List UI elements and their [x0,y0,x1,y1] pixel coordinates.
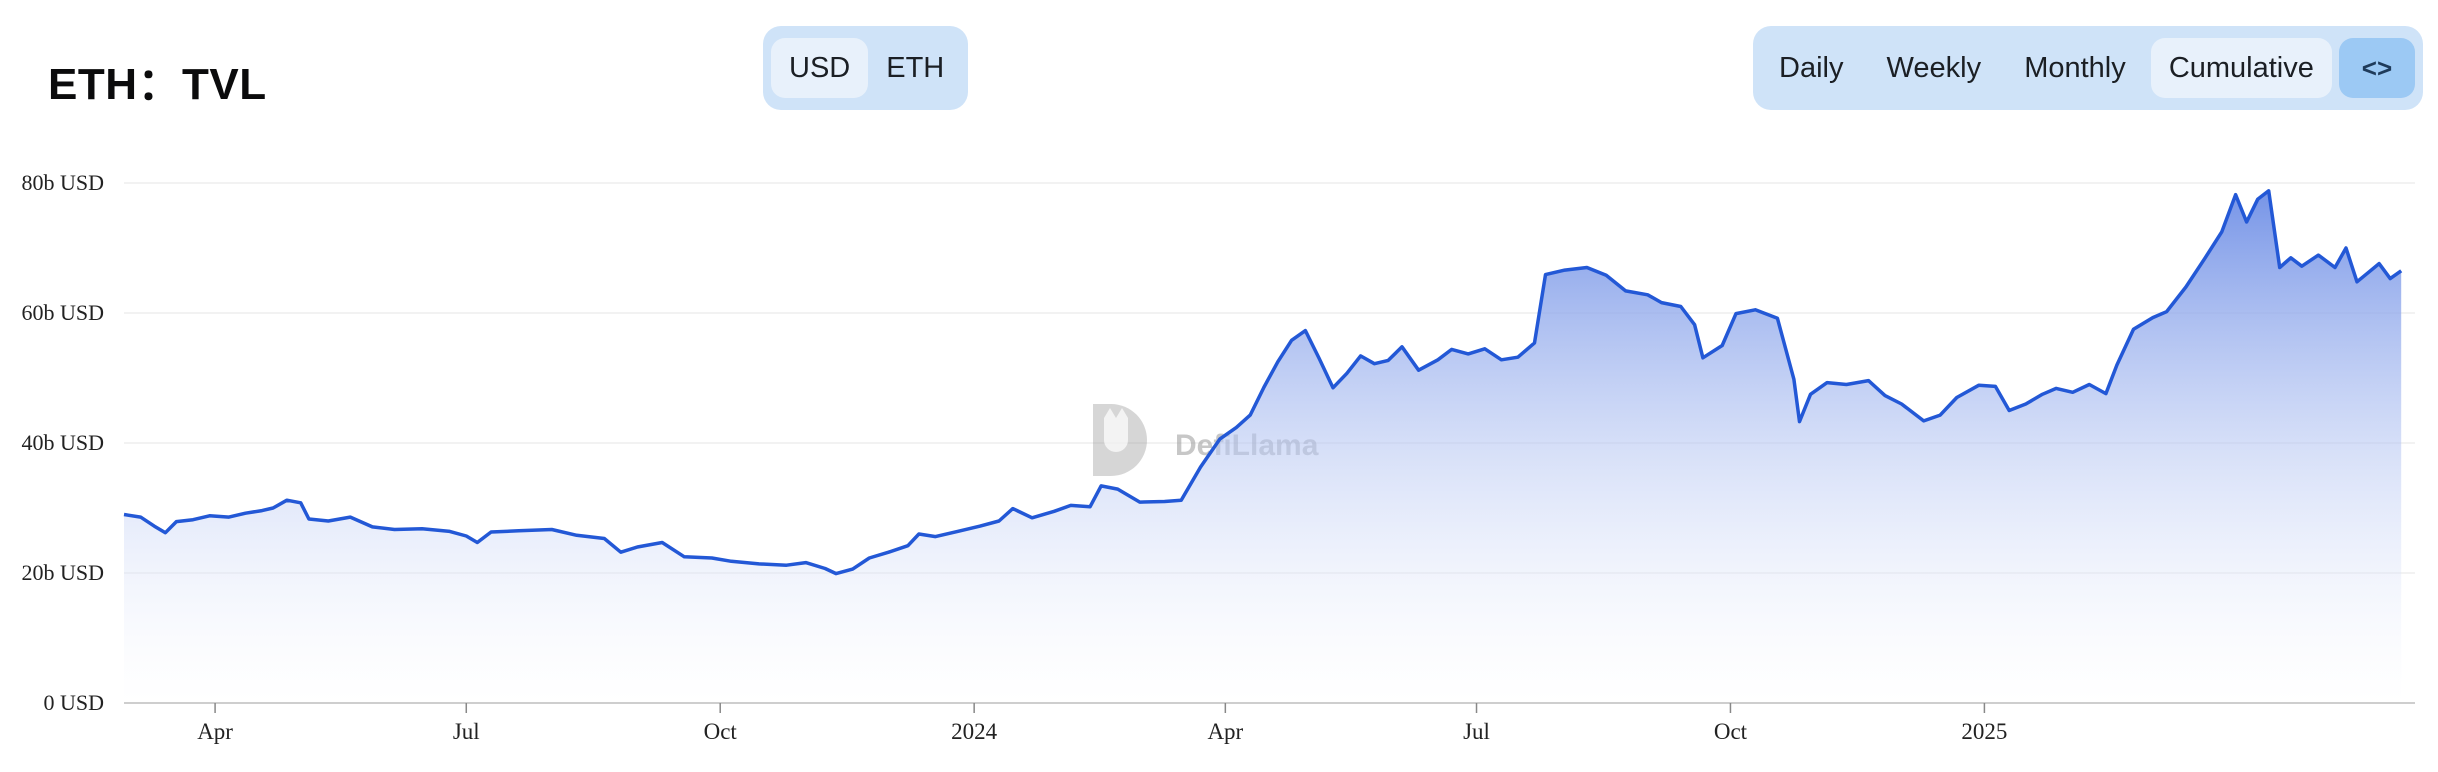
x-tick-label: Apr [197,719,233,744]
embed-code-button[interactable]: <> [2338,38,2415,98]
period-option-weekly[interactable]: Weekly [1886,51,1982,84]
tvl-line [123,189,2403,576]
y-tick-label: 20b USD [21,560,104,585]
tvl-area [124,190,2402,704]
page-title: ETH：TVL [48,60,267,109]
x-tick-label: Apr [1207,719,1243,744]
y-tick-label: 40b USD [21,430,104,455]
x-tick-label: Jul [1463,719,1490,744]
y-axis: 0 USD 20b USD 40b USD 60b USD 80b USD [21,170,104,715]
period-toggle: Daily Weekly Monthly Cumulative <> [1753,26,2423,110]
unit-option-usd[interactable]: USD [771,38,869,98]
x-tick-label: 2024 [951,719,998,744]
embed-code-icon: <> [2361,52,2393,83]
unit-option-eth[interactable]: ETH [886,51,945,84]
period-option-cumulative[interactable]: Cumulative [2150,38,2332,98]
unit-toggle: USD ETH [763,26,968,110]
y-tick-label: 80b USD [21,170,104,195]
x-axis: Apr Jul Oct 2024 Apr Jul Oct 2025 [197,703,2007,744]
period-option-daily[interactable]: Daily [1779,51,1844,84]
x-tick-label: Oct [1714,719,1748,744]
y-tick-label: 60b USD [21,300,104,325]
x-tick-label: Jul [453,719,480,744]
period-option-monthly[interactable]: Monthly [2024,51,2126,84]
x-tick-label: 2025 [1961,719,2007,744]
defillama-logo [1093,404,1147,476]
y-tick-label: 0 USD [43,690,104,715]
x-tick-label: Oct [704,719,738,744]
